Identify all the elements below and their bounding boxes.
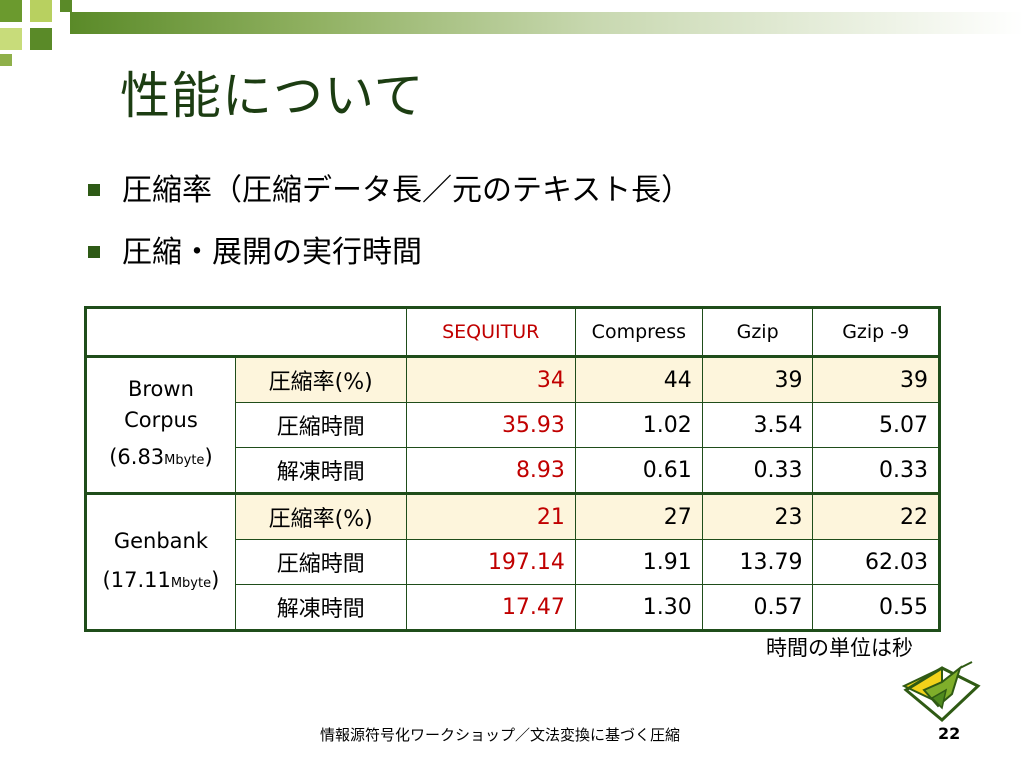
page-number: 22 — [938, 724, 961, 743]
corpus-label: Genbank (17.11Mbyte) — [85, 492, 236, 631]
table-cell: 27 — [574, 492, 703, 540]
metric-label: 解凍時間 — [234, 447, 407, 494]
table-cell: 1.91 — [574, 539, 703, 585]
corpus-name: Corpus — [124, 408, 198, 432]
table-cell: 44 — [574, 356, 703, 403]
table-cell: 197.14 — [405, 539, 576, 585]
corpus-name: Brown — [127, 377, 194, 401]
square-bullet-icon — [88, 246, 100, 258]
metric-label: 解凍時間 — [234, 584, 407, 631]
bullet-item: 圧縮・展開の実行時間 — [88, 228, 691, 290]
table-cell: 23 — [701, 492, 814, 540]
table-cell: 1.02 — [574, 402, 703, 448]
table-cell: 17.47 — [405, 584, 576, 631]
column-header: Compress — [574, 307, 703, 358]
metric-label: 圧縮時間 — [234, 539, 407, 585]
metric-label: 圧縮率(%) — [234, 356, 407, 403]
footer-text: 情報源符号化ワークショップ／文法変換に基づく圧縮 — [320, 726, 681, 744]
column-header: SEQUITUR — [405, 307, 576, 358]
corpus-size: (6.83Mbyte) — [109, 445, 213, 469]
table-cell: 0.61 — [574, 447, 703, 494]
table-cell: 5.07 — [812, 402, 940, 448]
table-cell: 0.57 — [701, 584, 814, 631]
bullet-item: 圧縮率（圧縮データ長／元のテキスト長） — [88, 166, 691, 228]
table-row: 解凍時間 17.47 1.30 0.57 0.55 — [86, 584, 940, 631]
table-cell: 0.33 — [701, 447, 814, 494]
bullet-list: 圧縮率（圧縮データ長／元のテキスト長） 圧縮・展開の実行時間 — [88, 166, 691, 290]
corpus-label: Brown Corpus (6.83Mbyte) — [85, 356, 236, 494]
header-gradient-bar — [70, 12, 1024, 34]
header-empty-cell — [85, 307, 407, 358]
table-cell: 13.79 — [701, 539, 814, 585]
table-cell: 39 — [701, 356, 814, 403]
table-cell: 0.55 — [812, 584, 940, 631]
table-cell: 1.30 — [574, 584, 703, 631]
column-header: Gzip — [701, 307, 814, 358]
bullet-text: 圧縮率（圧縮データ長／元のテキスト長） — [122, 173, 692, 208]
table-cell: 34 — [405, 356, 576, 403]
table-row: Brown Corpus (6.83Mbyte) 圧縮率(%) 34 44 39… — [85, 356, 940, 494]
table-header-row: SEQUITUR Compress Gzip Gzip -9 — [85, 307, 940, 358]
bullet-text: 圧縮・展開の実行時間 — [122, 235, 422, 270]
table-cell: 62.03 — [812, 539, 940, 585]
table-row: Genbank (17.11Mbyte) 圧縮率(%) 21 27 23 22 — [85, 492, 940, 631]
table-cell: 22 — [812, 492, 940, 540]
table-cell: 0.33 — [812, 447, 940, 494]
origami-crane-icon — [902, 661, 981, 722]
table-row: 圧縮時間 35.93 1.02 3.54 5.07 — [86, 402, 940, 448]
column-header: Gzip -9 — [812, 307, 940, 358]
table-cell: 3.54 — [701, 402, 814, 448]
metric-label: 圧縮時間 — [234, 402, 407, 448]
performance-table: SEQUITUR Compress Gzip Gzip -9 Brown Cor… — [84, 306, 941, 632]
unit-note: 時間の単位は秒 — [766, 636, 913, 660]
table-row: 圧縮時間 197.14 1.91 13.79 62.03 — [86, 539, 940, 585]
square-bullet-icon — [88, 184, 100, 196]
table-cell: 8.93 — [405, 447, 576, 494]
table-cell: 35.93 — [405, 402, 576, 448]
slide-title: 性能について — [120, 67, 425, 125]
corpus-name: Genbank — [113, 528, 209, 553]
table-row: 解凍時間 8.93 0.61 0.33 0.33 — [86, 447, 940, 494]
metric-label: 圧縮率(%) — [234, 492, 407, 540]
table-cell: 39 — [812, 356, 940, 403]
table-cell: 21 — [405, 492, 576, 540]
corpus-size: (17.11Mbyte) — [102, 567, 220, 592]
